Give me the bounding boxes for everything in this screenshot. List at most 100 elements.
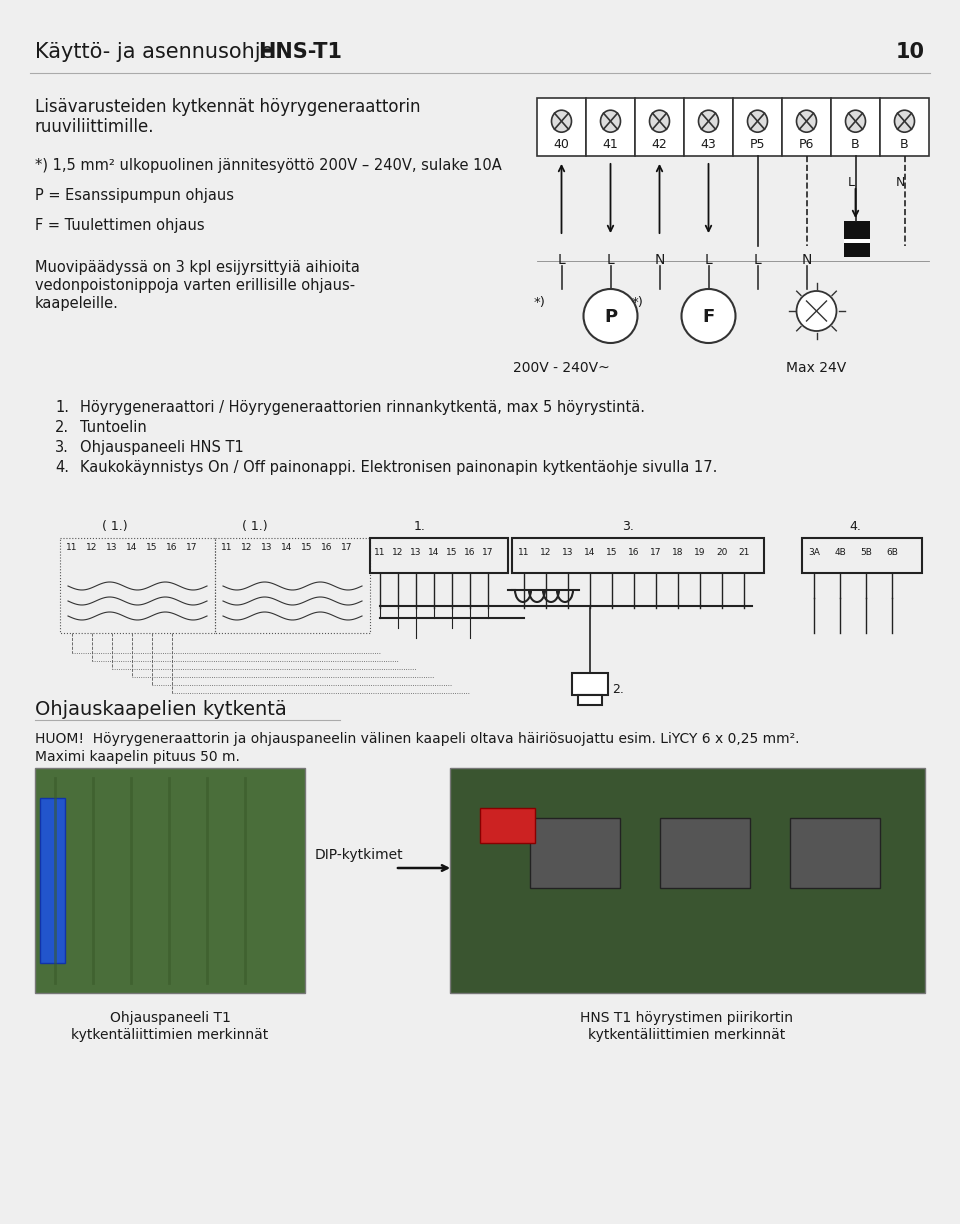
Text: F: F bbox=[703, 308, 714, 326]
Bar bbox=[684, 98, 733, 155]
Text: Ohjauspaneeli T1: Ohjauspaneeli T1 bbox=[109, 1011, 230, 1024]
Text: Kaukokäynnistys On / Off painonappi. Elektronisen painonapin kytkentäohje sivull: Kaukokäynnistys On / Off painonappi. Ele… bbox=[80, 460, 717, 475]
Text: 5B: 5B bbox=[860, 548, 872, 557]
Text: 12: 12 bbox=[540, 548, 552, 557]
Text: *) 1,5 mm² ulkopuolinen jännitesyöttö 200V – 240V, sulake 10A: *) 1,5 mm² ulkopuolinen jännitesyöttö 20… bbox=[35, 158, 502, 173]
Text: L: L bbox=[848, 176, 855, 188]
Text: 4.: 4. bbox=[55, 460, 69, 475]
Text: P = Esanssipumpun ohjaus: P = Esanssipumpun ohjaus bbox=[35, 188, 234, 203]
Bar bbox=[215, 539, 370, 633]
Text: 4B: 4B bbox=[834, 548, 846, 557]
Bar bbox=[35, 767, 305, 993]
Text: Ohjauskaapelien kytkentä: Ohjauskaapelien kytkentä bbox=[35, 700, 287, 718]
Text: 43: 43 bbox=[701, 138, 716, 151]
Text: 17: 17 bbox=[650, 548, 661, 557]
Text: L: L bbox=[705, 253, 712, 267]
Ellipse shape bbox=[650, 110, 669, 132]
Text: *): *) bbox=[534, 296, 545, 308]
Text: 12: 12 bbox=[86, 543, 98, 552]
Text: 17: 17 bbox=[482, 548, 493, 557]
Text: 2.: 2. bbox=[55, 420, 69, 435]
Text: 1.: 1. bbox=[414, 520, 426, 532]
Text: Ohjauspaneeli HNS T1: Ohjauspaneeli HNS T1 bbox=[80, 439, 244, 455]
Bar bbox=[844, 222, 870, 239]
Text: Max 24V: Max 24V bbox=[786, 361, 847, 375]
Text: B: B bbox=[900, 138, 909, 151]
Text: 15: 15 bbox=[146, 543, 157, 552]
Bar bbox=[40, 798, 65, 963]
Text: 14: 14 bbox=[127, 543, 137, 552]
Text: 14: 14 bbox=[585, 548, 596, 557]
Bar bbox=[635, 98, 684, 155]
Text: 15: 15 bbox=[301, 543, 313, 552]
Text: 3A: 3A bbox=[808, 548, 820, 557]
Bar bbox=[790, 818, 880, 887]
Text: ( 1.): ( 1.) bbox=[242, 520, 268, 532]
Text: 13: 13 bbox=[107, 543, 118, 552]
Text: Muovipäädyssä on 3 kpl esijyrsittyiä aihioita: Muovipäädyssä on 3 kpl esijyrsittyiä aih… bbox=[35, 259, 360, 275]
Text: 3.: 3. bbox=[55, 439, 69, 455]
Text: 16: 16 bbox=[322, 543, 333, 552]
Text: 6B: 6B bbox=[886, 548, 898, 557]
Text: 42: 42 bbox=[652, 138, 667, 151]
Text: P: P bbox=[604, 308, 617, 326]
Circle shape bbox=[584, 289, 637, 343]
Bar bbox=[370, 539, 508, 573]
Text: L: L bbox=[607, 253, 614, 267]
Bar bbox=[450, 767, 925, 993]
Text: 3.: 3. bbox=[622, 520, 634, 532]
Bar bbox=[844, 244, 870, 257]
Text: 17: 17 bbox=[186, 543, 198, 552]
Text: N: N bbox=[896, 176, 905, 188]
Text: *): *) bbox=[632, 296, 643, 308]
Text: ruuviliittimille.: ruuviliittimille. bbox=[35, 118, 155, 136]
Text: 13: 13 bbox=[410, 548, 421, 557]
Text: 14: 14 bbox=[281, 543, 293, 552]
Bar bbox=[782, 98, 831, 155]
Text: Käyttö- ja asennusohje: Käyttö- ja asennusohje bbox=[35, 42, 280, 62]
Text: 2.: 2. bbox=[612, 683, 624, 696]
Text: 11: 11 bbox=[221, 543, 232, 552]
Bar bbox=[537, 98, 586, 155]
Text: kytkentäliittimien merkinnät: kytkentäliittimien merkinnät bbox=[71, 1028, 269, 1042]
Text: L: L bbox=[558, 253, 565, 267]
Text: kaapeleille.: kaapeleille. bbox=[35, 296, 119, 311]
Text: 19: 19 bbox=[694, 548, 706, 557]
Circle shape bbox=[797, 291, 836, 330]
Bar bbox=[530, 818, 620, 887]
Ellipse shape bbox=[748, 110, 767, 132]
Ellipse shape bbox=[846, 110, 866, 132]
Text: HNS-T1: HNS-T1 bbox=[258, 42, 342, 62]
Bar bbox=[880, 98, 929, 155]
Text: P5: P5 bbox=[750, 138, 765, 151]
Ellipse shape bbox=[797, 110, 817, 132]
Text: HUOM!  Höyrygeneraattorin ja ohjauspaneelin välinen kaapeli oltava häiriösuojatt: HUOM! Höyrygeneraattorin ja ohjauspaneel… bbox=[35, 732, 800, 745]
Bar bbox=[586, 98, 635, 155]
Circle shape bbox=[682, 289, 735, 343]
Text: 12: 12 bbox=[241, 543, 252, 552]
Text: 16: 16 bbox=[628, 548, 639, 557]
Text: 13: 13 bbox=[563, 548, 574, 557]
Bar bbox=[802, 539, 922, 573]
Bar bbox=[578, 695, 602, 705]
Text: 16: 16 bbox=[166, 543, 178, 552]
Ellipse shape bbox=[551, 110, 571, 132]
Text: kytkentäliittimien merkinnät: kytkentäliittimien merkinnät bbox=[588, 1028, 785, 1042]
Ellipse shape bbox=[699, 110, 718, 132]
Bar bbox=[844, 239, 870, 244]
Text: Höyrygeneraattori / Höyrygeneraattorien rinnankytkentä, max 5 höyrystintä.: Höyrygeneraattori / Höyrygeneraattorien … bbox=[80, 400, 645, 415]
Text: B: B bbox=[852, 138, 860, 151]
Text: P6: P6 bbox=[799, 138, 814, 151]
Text: 41: 41 bbox=[603, 138, 618, 151]
Ellipse shape bbox=[601, 110, 620, 132]
Bar bbox=[733, 98, 782, 155]
Text: 20: 20 bbox=[716, 548, 728, 557]
Text: 15: 15 bbox=[607, 548, 617, 557]
Text: 200V - 240V~: 200V - 240V~ bbox=[514, 361, 610, 375]
Text: 14: 14 bbox=[428, 548, 440, 557]
Bar bbox=[660, 818, 750, 887]
Text: 16: 16 bbox=[465, 548, 476, 557]
Text: 13: 13 bbox=[261, 543, 273, 552]
Text: F = Tuulettimen ohjaus: F = Tuulettimen ohjaus bbox=[35, 218, 204, 233]
Text: 11: 11 bbox=[374, 548, 386, 557]
